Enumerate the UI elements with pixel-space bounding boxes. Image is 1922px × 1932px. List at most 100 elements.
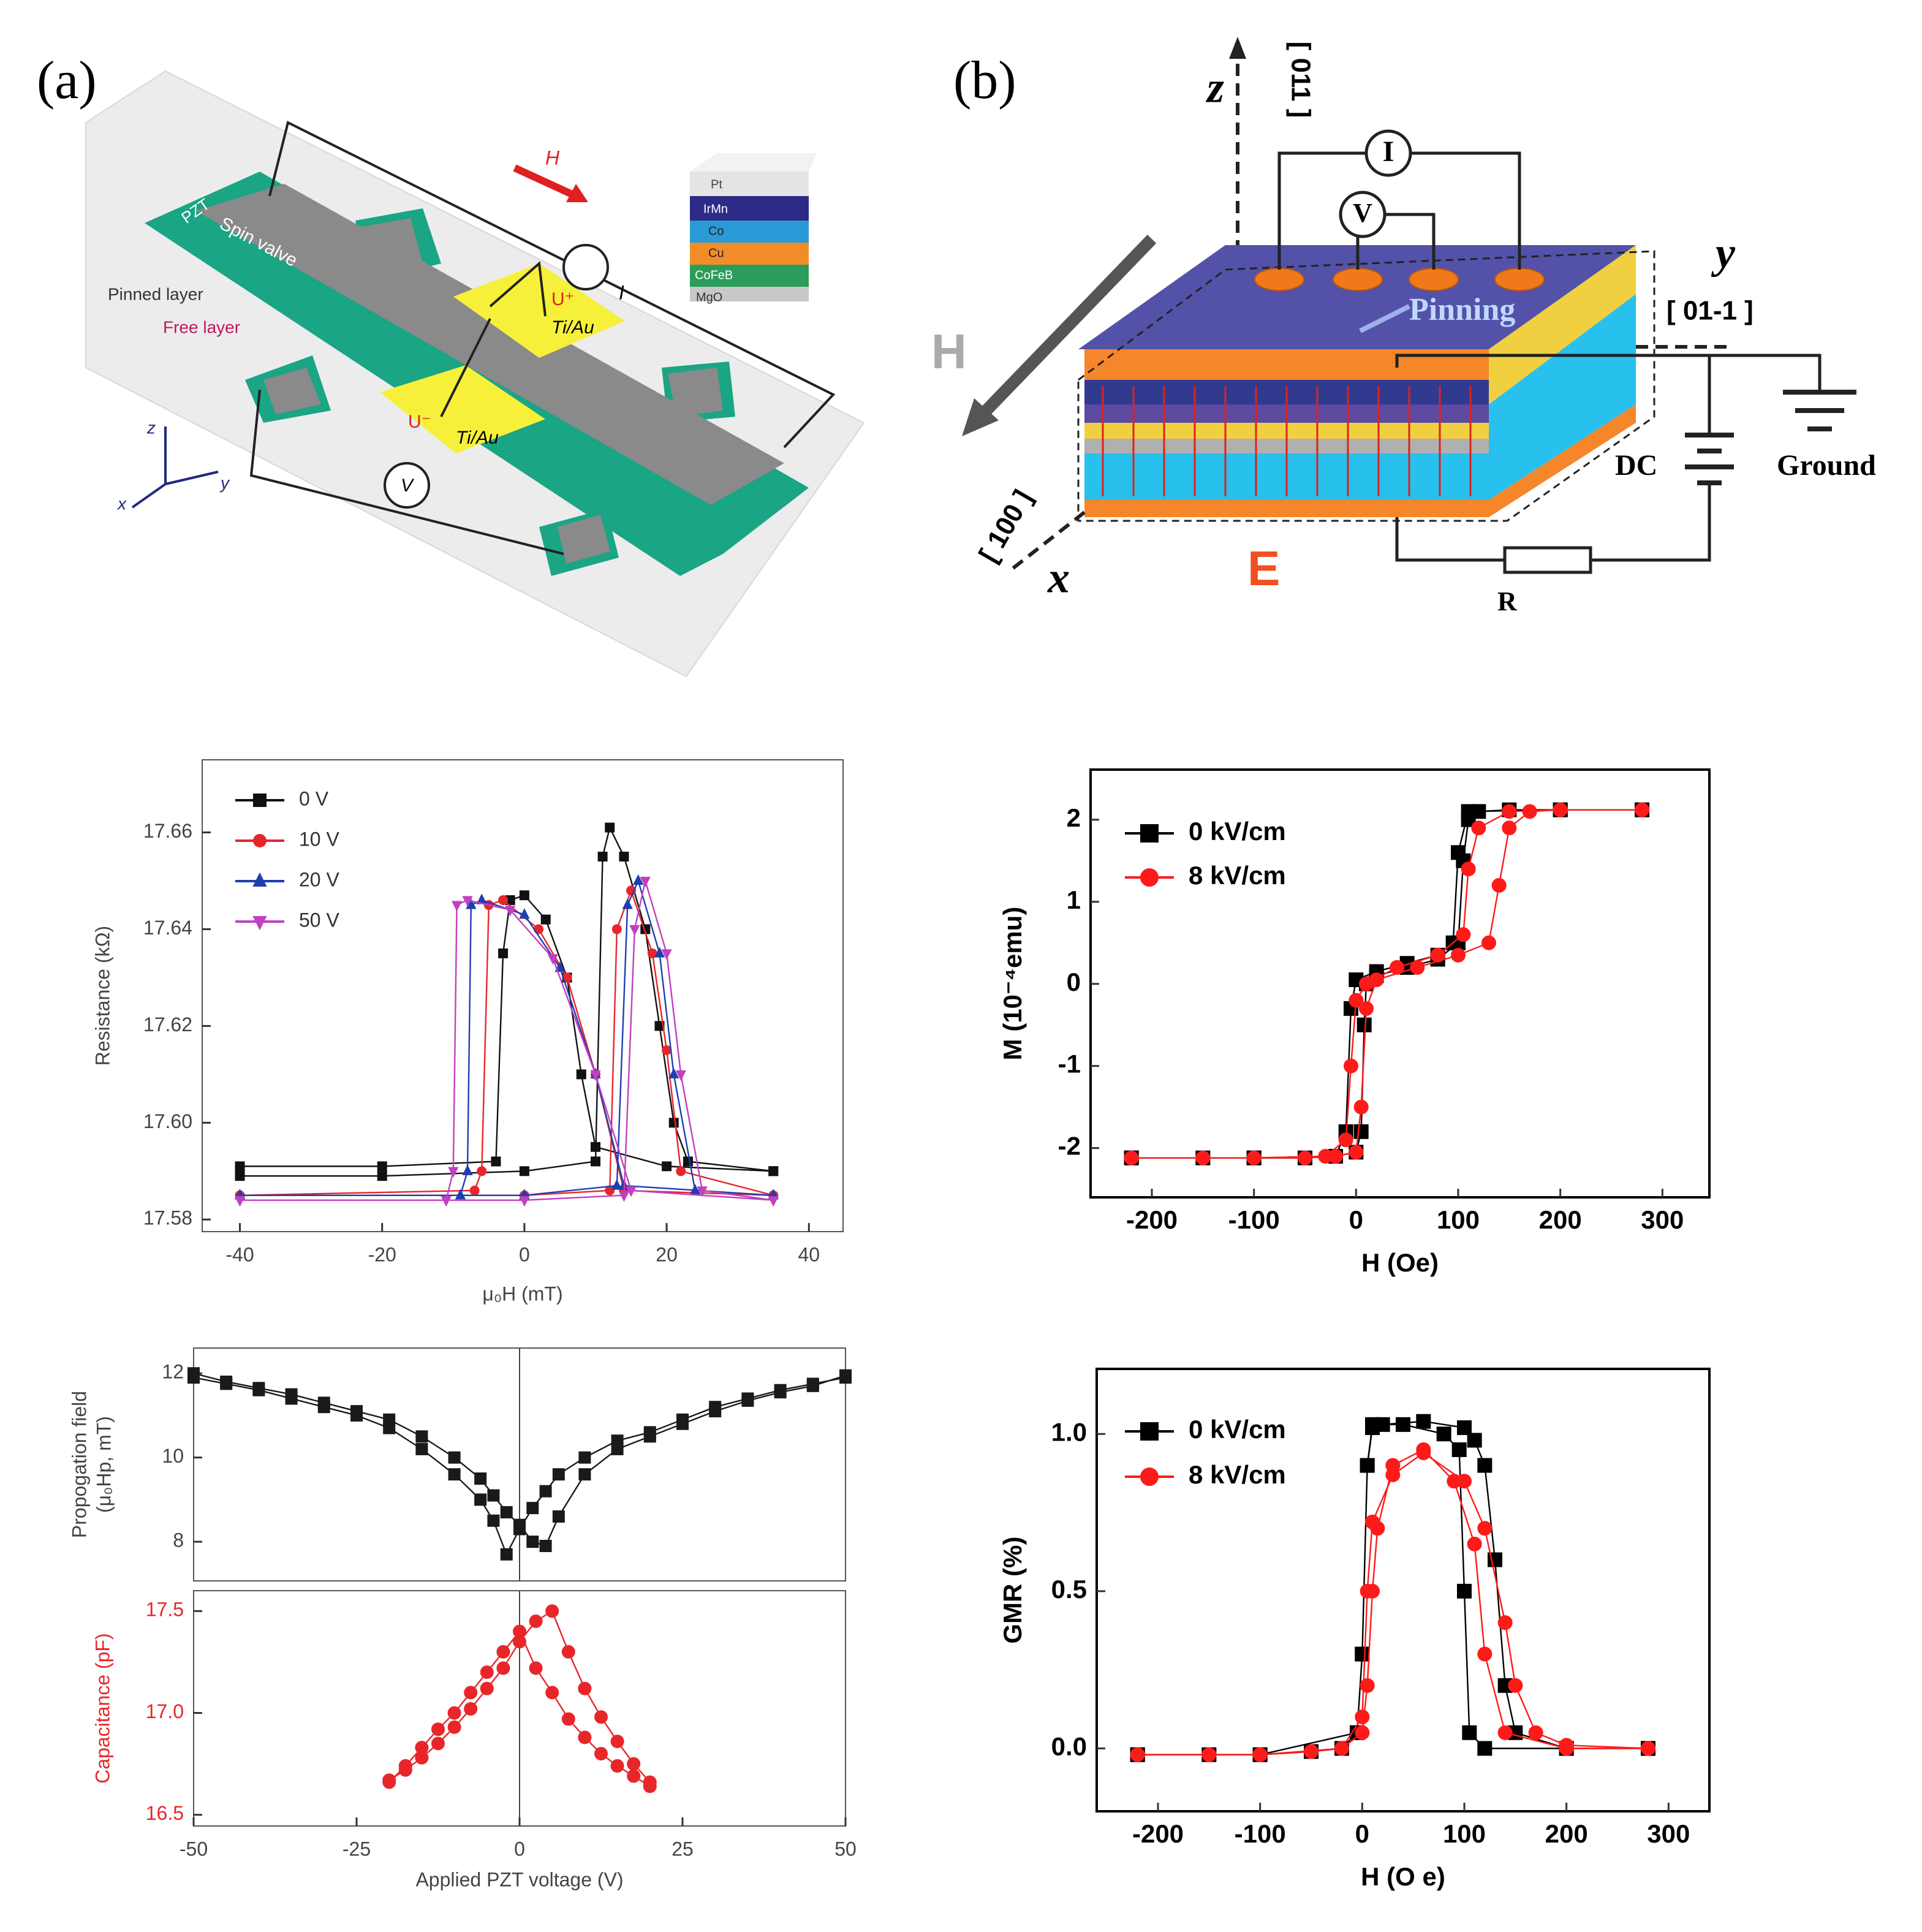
marker [519,1196,530,1207]
top-face [1078,245,1636,349]
x-tick-label: 0 [1349,1205,1363,1234]
x-axis-label: μ₀H (mT) [482,1282,562,1305]
marker [1491,877,1507,893]
marker [462,1164,473,1175]
marker [545,1604,559,1618]
electrode [1333,268,1383,291]
marker [1451,845,1466,860]
chart: 17.58 17.60 17.62 17.64 17.66 -40 -20 0 20 40 μ₀H … [91,759,844,1305]
marker [839,1369,852,1382]
wire [1277,151,1366,270]
y-axis-label: Capacitance (pF) [91,1633,113,1783]
plot-frame [1095,1368,1711,1813]
marker [597,851,608,862]
marker [1477,1458,1493,1473]
marker [1456,927,1471,942]
chart: -2 -1 0 1 2 -200 -100 0 100 200 300 H (Oe) M (10⁻⁴em… [998,768,1711,1277]
x-tick-label: 0 [514,1838,525,1860]
stack-label: Pt [711,178,722,191]
marker [451,901,463,912]
marker [662,1161,672,1172]
layer [1084,500,1489,517]
series-line [240,888,774,1196]
marker [1360,1458,1375,1473]
label: V [1353,198,1372,228]
marker [252,916,267,931]
legend-label: 0 V [299,787,329,809]
marker [709,1405,722,1418]
marker [487,1514,500,1527]
marker [498,948,509,958]
marker [1359,1001,1374,1016]
y-tick-label: -2 [1058,1132,1081,1161]
marker [448,1167,459,1178]
y-tick-label: 16.5 [146,1802,184,1824]
marker [1559,1741,1574,1756]
label: DC [1615,449,1657,482]
marker [398,1759,412,1773]
marker [578,1730,592,1744]
diagram-b: z [ 011 ] I V Pinning y [ 01-1 ] H DC Gr… [931,37,1876,616]
marker [377,1171,387,1181]
current-source [562,244,609,290]
field-arrow [513,164,578,200]
wire [489,260,547,317]
stack-label: Cu [708,246,724,260]
marker [1140,1468,1159,1486]
marker [1502,804,1517,819]
marker [590,1142,600,1152]
label: Pinned layer [108,284,203,303]
y-tick-label: 17.0 [146,1700,184,1722]
label: Ti/Au [551,317,594,338]
spin-valve-arm [558,515,610,564]
marker [464,1702,478,1716]
marker [464,1686,478,1700]
marker [643,1430,656,1443]
label: I [1383,135,1394,168]
x-tick-label: -50 [180,1838,208,1860]
marker [654,947,665,958]
y-axis-label: Propogation field [68,1391,90,1538]
marker [576,1069,586,1080]
y-tick-label: 12 [162,1361,184,1383]
electrode [1254,268,1304,291]
resistor [1503,546,1592,574]
marker [594,1710,608,1724]
label: Pinning [1409,292,1515,327]
x-tick-label: -200 [1132,1819,1184,1848]
marker [1130,1747,1145,1762]
marker [1140,824,1159,843]
chart: 0.0 0.5 1.0 -200 -100 0 100 200 300 H (O e) GMR (%… [998,1368,1711,1891]
marker [526,1502,539,1515]
marker [610,1759,624,1773]
chart: 8 10 12 Propogation field (μ₀Hp, mT) [68,1347,852,1582]
marker [474,1493,487,1506]
spin-valve-arm [263,368,321,414]
label: V [401,475,415,496]
legend-label: 0 kV/cm [1189,817,1286,846]
marker [220,1375,233,1388]
x-tick-label: 0 [1355,1819,1369,1848]
x-axis-label: Applied PZT voltage (V) [415,1868,623,1890]
marker [561,1712,575,1726]
marker [661,949,672,960]
label: I [619,281,624,303]
label: z [1205,63,1224,112]
y-tick-label: -1 [1058,1050,1081,1078]
pad [380,365,545,453]
label: R [1497,586,1518,616]
y-tick-label: 0.0 [1051,1732,1087,1760]
marker [513,1624,526,1638]
marker [774,1386,787,1399]
stack-layer [690,172,809,196]
y-tick-label: 10 [162,1445,184,1467]
marker [1522,804,1537,819]
marker [448,1468,461,1481]
marker [1457,1583,1472,1599]
y-axis-label: Resistance (kΩ) [91,926,113,1066]
marker [610,1735,624,1749]
marker [1318,1149,1333,1164]
marker [1385,1458,1401,1473]
marker [491,1156,501,1167]
x-tick-label: -20 [368,1243,396,1265]
